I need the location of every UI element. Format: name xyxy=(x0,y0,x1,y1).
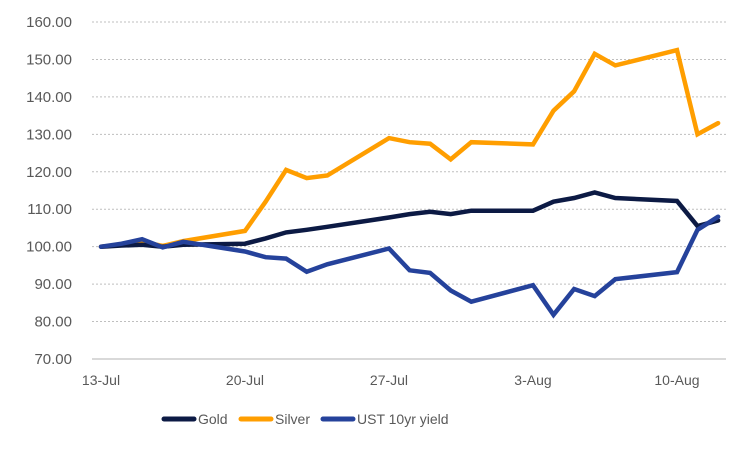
legend-item-gold: Gold xyxy=(161,411,228,427)
y-tick-label: 80.00 xyxy=(34,314,72,331)
y-tick-label: 160.00 xyxy=(26,14,72,31)
x-axis-ticks: 13-Jul 20-Jul 27-Jul 3-Aug 10-Aug xyxy=(82,372,700,388)
x-tick-label: 13-Jul xyxy=(82,372,120,388)
x-tick-label: 27-Jul xyxy=(370,372,408,388)
y-tick-label: 110.00 xyxy=(27,201,72,218)
y-tick-label: 120.00 xyxy=(26,164,72,181)
series-lines xyxy=(98,47,721,319)
y-tick-label: 140.00 xyxy=(26,89,72,106)
series-line-silver xyxy=(98,47,721,249)
legend: Gold Silver UST 10yr yield xyxy=(161,411,449,427)
x-tick-label: 3-Aug xyxy=(514,372,551,388)
legend-label: Silver xyxy=(275,411,310,427)
legend-item-silver: Silver xyxy=(238,411,310,427)
y-tick-label: 100.00 xyxy=(26,239,72,256)
y-tick-label: 130.00 xyxy=(26,126,72,143)
legend-label: UST 10yr yield xyxy=(357,411,449,427)
legend-label: Gold xyxy=(198,411,228,427)
x-tick-label: 10-Aug xyxy=(654,372,699,388)
legend-item-ust-10yr-yield: UST 10yr yield xyxy=(320,411,449,427)
y-tick-label: 70.00 xyxy=(34,351,72,368)
y-tick-label: 90.00 xyxy=(34,276,72,293)
series-line-ust-10yr-yield xyxy=(98,214,721,319)
y-tick-label: 150.00 xyxy=(26,51,72,68)
x-tick-label: 20-Jul xyxy=(226,372,264,388)
y-axis-ticks: 70.00 80.00 90.00 100.00 110.00 120.00 130.00 1… xyxy=(26,14,72,368)
